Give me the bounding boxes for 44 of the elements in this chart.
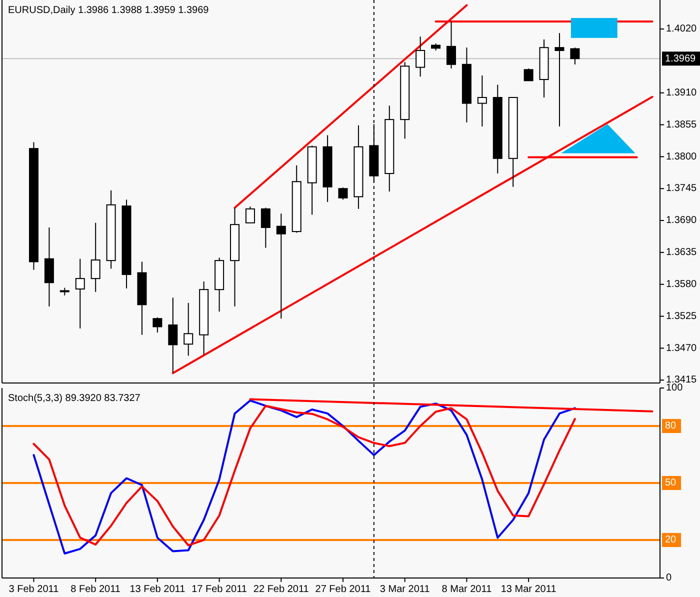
candlestick bbox=[338, 186, 348, 200]
x-tick-label: 22 Feb 2011 bbox=[253, 584, 310, 595]
ref-line-label: 50 bbox=[665, 478, 677, 489]
y-tick-label: 1.3910 bbox=[666, 87, 698, 98]
y-tick-label: 1.3690 bbox=[666, 215, 698, 226]
candlestick bbox=[260, 207, 270, 248]
y-tick-label: 1.3580 bbox=[666, 278, 698, 290]
candlestick bbox=[416, 36, 426, 78]
ref-line-label: 80 bbox=[665, 420, 677, 432]
ref-line-label: 20 bbox=[665, 534, 677, 546]
candlestick bbox=[245, 206, 255, 224]
ref-line-label: 1.3969 bbox=[665, 53, 696, 64]
x-tick-label: 8 Mar 2011 bbox=[442, 584, 492, 595]
candlestick bbox=[90, 222, 100, 292]
candlestick bbox=[524, 68, 534, 82]
candlestick bbox=[75, 258, 85, 329]
y-tick-label: 1.3470 bbox=[666, 342, 698, 354]
candlestick bbox=[184, 302, 194, 356]
candlestick bbox=[44, 226, 54, 307]
candlestick bbox=[168, 297, 178, 374]
x-tick-label: 13 Mar 2011 bbox=[500, 584, 557, 595]
candlestick bbox=[477, 74, 487, 128]
candlestick bbox=[152, 316, 162, 334]
candlestick bbox=[570, 47, 580, 65]
y-tick-label: 0 bbox=[666, 572, 672, 584]
x-tick-label: 3 Mar 2011 bbox=[380, 584, 430, 595]
x-tick-label: 8 Feb 2011 bbox=[70, 584, 121, 595]
y-tick-label: 100 bbox=[666, 382, 684, 394]
text: Stoch(5,3,3) 89.3920 83.7327 bbox=[8, 393, 141, 404]
x-tick-label: 27 Feb 2011 bbox=[315, 584, 372, 595]
candlestick bbox=[369, 124, 379, 182]
y-tick-label: 1.4020 bbox=[666, 24, 698, 35]
y-tick-label: 1.3800 bbox=[666, 151, 698, 162]
candlestick bbox=[446, 20, 456, 69]
x-tick-label: 17 Feb 2011 bbox=[192, 584, 248, 595]
x-tick-label: 3 Feb 2011 bbox=[8, 584, 60, 595]
x-tick-label: 13 Feb 2011 bbox=[130, 584, 186, 595]
candlestick bbox=[554, 32, 564, 128]
y-tick-label: 1.3745 bbox=[666, 183, 698, 194]
y-tick-label: 1.3855 bbox=[666, 119, 698, 130]
y-tick-label: 1.3525 bbox=[666, 310, 698, 322]
candlestick bbox=[276, 213, 286, 320]
text: EURUSD,Daily 1.3986 1.3988 1.3959 1.3969 bbox=[8, 5, 210, 16]
y-tick-label: 1.3635 bbox=[666, 247, 698, 258]
